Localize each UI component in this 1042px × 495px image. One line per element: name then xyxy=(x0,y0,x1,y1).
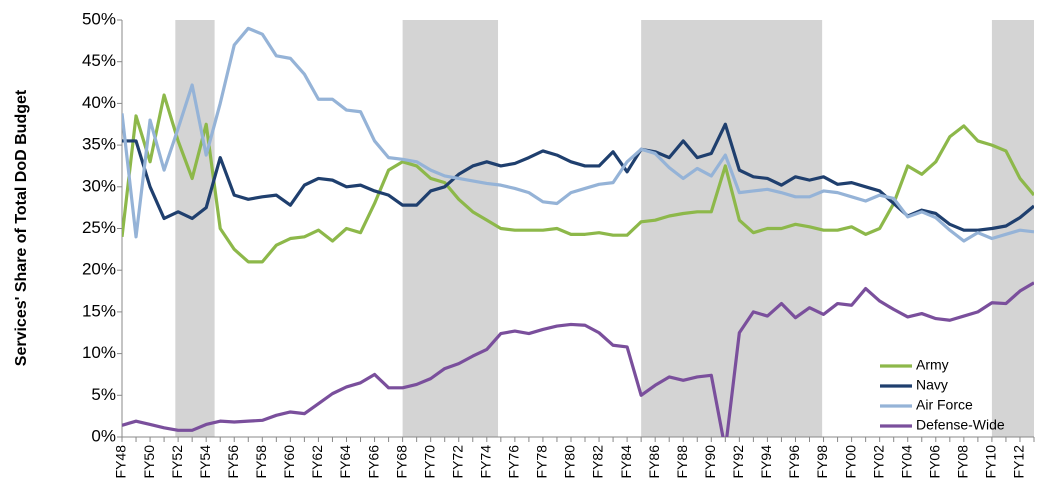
x-tick-label: FY58 xyxy=(253,445,269,479)
y-tick-label: 45% xyxy=(82,51,116,70)
y-tick-label: 5% xyxy=(91,385,116,404)
x-tick-label: FY48 xyxy=(113,445,129,479)
x-tick-label: FY86 xyxy=(646,445,662,479)
x-tick-label: FY94 xyxy=(758,445,774,479)
x-tick-label: FY90 xyxy=(702,445,718,479)
series-line xyxy=(122,93,1034,264)
x-tick-label: FY06 xyxy=(926,445,942,479)
x-tick-label: FY92 xyxy=(730,445,746,479)
y-tick-label: 0% xyxy=(91,426,116,445)
x-tick-label: FY00 xyxy=(842,445,858,479)
x-tick-label: FY80 xyxy=(562,445,578,479)
x-tick-label: FY84 xyxy=(618,445,634,479)
x-tick-label: FY76 xyxy=(506,445,522,479)
x-tick-label: FY08 xyxy=(955,445,971,479)
x-tick-label: FY02 xyxy=(870,445,886,479)
x-tick-label: FY98 xyxy=(814,445,830,479)
y-tick-label: 15% xyxy=(82,301,116,320)
y-axis-label: Services' Share of Total DoD Budget xyxy=(13,89,30,366)
x-tick-label: FY60 xyxy=(281,445,297,479)
x-tick-label: FY96 xyxy=(786,445,802,479)
x-tick-label: FY74 xyxy=(478,445,494,479)
y-tick-label: 35% xyxy=(82,135,116,154)
x-tick-label: FY66 xyxy=(365,445,381,479)
legend-label: Defense-Wide xyxy=(916,417,1005,433)
x-tick-label: FY12 xyxy=(1011,445,1027,479)
x-tick-label: FY56 xyxy=(225,445,241,479)
legend-label: Navy xyxy=(916,377,948,393)
y-tick-label: 10% xyxy=(82,343,116,362)
x-tick-label: FY64 xyxy=(337,445,353,479)
shaded-period xyxy=(402,20,499,437)
shaded-period xyxy=(175,20,215,437)
series-line xyxy=(122,281,1034,437)
series-line xyxy=(122,26,1034,243)
y-tick-label: 50% xyxy=(82,9,116,28)
y-tick-label: 20% xyxy=(82,260,116,279)
x-tick-label: FY52 xyxy=(169,445,185,479)
x-tick-label: FY62 xyxy=(309,445,325,479)
x-tick-label: FY54 xyxy=(197,445,213,479)
x-tick-label: FY10 xyxy=(983,445,999,479)
shaded-period xyxy=(641,20,823,437)
x-tick-label: FY68 xyxy=(393,445,409,479)
x-tick-label: FY50 xyxy=(141,445,157,479)
series-line xyxy=(122,122,1034,232)
x-tick-label: FY82 xyxy=(590,445,606,479)
legend-label: Army xyxy=(916,357,949,373)
y-tick-label: 40% xyxy=(82,93,116,112)
plot-lines xyxy=(122,26,1034,437)
legend-label: Air Force xyxy=(916,397,973,413)
x-tick-label: FY70 xyxy=(421,445,437,479)
x-tick-label: FY04 xyxy=(898,445,914,479)
x-tick-label: FY72 xyxy=(449,445,465,479)
y-tick-label: 25% xyxy=(82,218,116,237)
y-tick-label: 30% xyxy=(82,176,116,195)
x-tick-label: FY88 xyxy=(674,445,690,479)
x-tick-label: FY78 xyxy=(534,445,550,479)
